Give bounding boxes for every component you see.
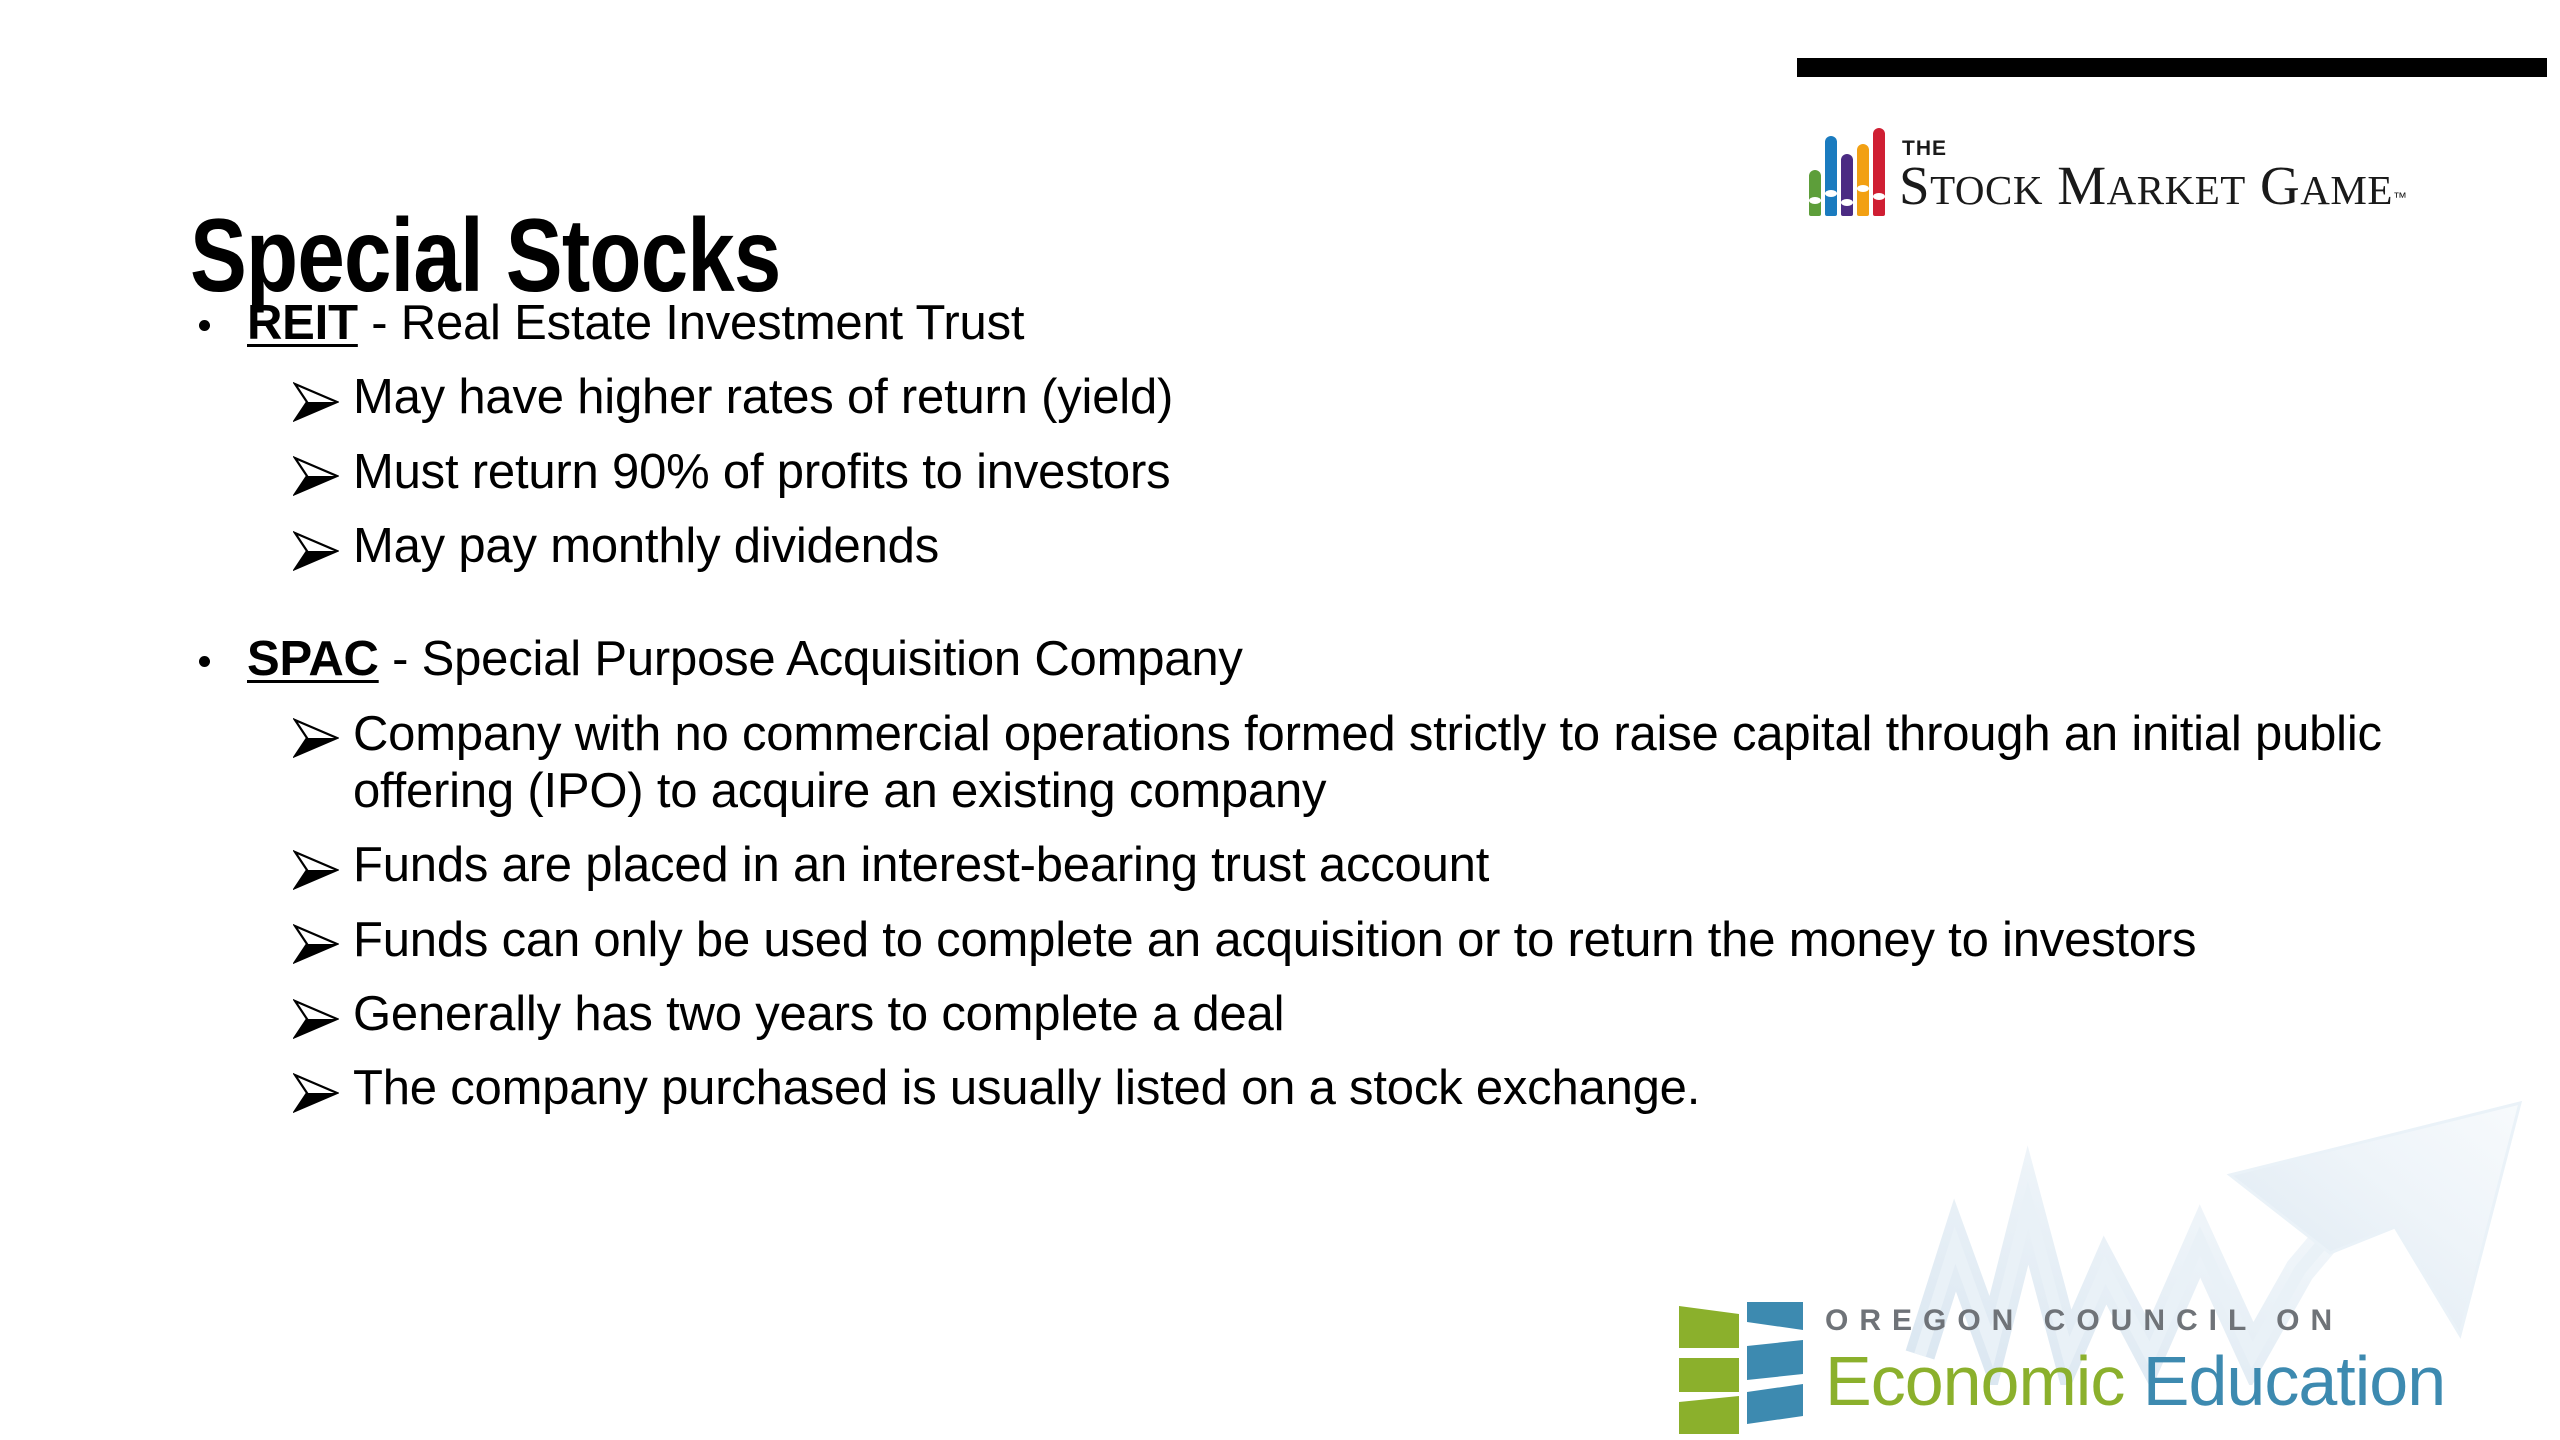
oregon-council-on-economic-education-logo: OREGON COUNCIL ON Economic Education: [1677, 1298, 2557, 1440]
sub-bullet-text: Generally has two years to complete a de…: [353, 986, 1285, 1041]
arrowhead-bullet-icon: [292, 527, 340, 572]
arrowhead-bullet-icon: [292, 378, 340, 423]
ocee-chevron-mark-icon: [1677, 1300, 1805, 1438]
bullet-dot-icon: [199, 655, 210, 667]
sub-bullet-text: Funds are placed in an interest-bearing …: [353, 838, 1490, 893]
bullet-level1-reit: REIT - Real Estate Investment Trust: [185, 295, 2395, 352]
logo-bar-red: [1873, 128, 1885, 216]
definition-spac: - Special Purpose Acquisition Company: [378, 632, 1243, 687]
sub-bullet-text: Company with no commercial operations fo…: [353, 706, 2382, 818]
arrowhead-bullet-icon: [292, 846, 340, 891]
logo-word-stock-rest: TOCK: [1930, 167, 2043, 214]
definition-reit: - Real Estate Investment Trust: [357, 296, 1025, 350]
header-rule: [1797, 58, 2547, 77]
sub-bullet-reit-3: May pay monthly dividends: [185, 518, 2395, 575]
sub-bullet-reit-1: May have higher rates of return (yield): [185, 369, 2395, 426]
sub-bullet-reit-2: Must return 90% of profits to investors: [185, 444, 2395, 501]
logo-bar-purple: [1841, 154, 1853, 216]
sub-bullet-spac-4: Generally has two years to complete a de…: [185, 986, 2395, 1043]
logo-word-market-rest: ARKET: [2106, 167, 2246, 214]
ocee-wordmark: OREGON COUNCIL ON Economic Education: [1825, 1304, 2446, 1416]
slide-body: REIT - Real Estate Investment Trust May …: [185, 295, 2395, 1118]
logo-bar-blue: [1825, 136, 1837, 216]
logo-word-game-rest: AME: [2300, 167, 2393, 214]
trademark-icon: ™: [2392, 189, 2407, 206]
logo-word-market-initial: M: [2057, 155, 2107, 217]
logo-bar-green: [1809, 170, 1821, 216]
arrowhead-bullet-icon: [292, 452, 340, 497]
logo-wordmark: THE STOCK MARKET GAME™: [1899, 138, 2407, 216]
arrowhead-bullet-icon: [292, 920, 340, 965]
arrowhead-bullet-icon: [292, 714, 340, 759]
logo-word-game-initial: G: [2260, 155, 2301, 217]
arrowhead-bullet-icon: [292, 995, 340, 1040]
ocee-word-economic: Economic: [1825, 1342, 2125, 1420]
page-title: Special Stocks: [190, 197, 781, 314]
logo-title-text: STOCK MARKET GAME™: [1899, 158, 2407, 214]
ocee-name: Economic Education: [1825, 1346, 2446, 1416]
section-spacer: [185, 575, 2395, 631]
bar-chart-icon: [1809, 124, 1887, 216]
sub-bullet-spac-1: Company with no commercial operations fo…: [185, 706, 2395, 821]
sub-bullet-text: Funds can only be used to complete an ac…: [353, 912, 2197, 967]
ocee-tagline: OREGON COUNCIL ON: [1825, 1304, 2344, 1337]
logo-bar-orange: [1857, 144, 1869, 216]
sub-bullet-spac-3: Funds can only be used to complete an ac…: [185, 912, 2395, 969]
ocee-word-education: Education: [2142, 1342, 2446, 1420]
logo-the-text: THE: [1902, 137, 1947, 161]
sub-bullet-text: Must return 90% of profits to investors: [353, 444, 1171, 499]
sub-bullet-text: The company purchased is usually listed …: [353, 1061, 1701, 1116]
logo-word-stock-initial: S: [1899, 155, 1931, 217]
sub-bullet-spac-2: Funds are placed in an interest-bearing …: [185, 837, 2395, 894]
sub-bullet-text: May have higher rates of return (yield): [353, 370, 1174, 425]
bullet-level1-spac: SPAC - Special Purpose Acquisition Compa…: [185, 631, 2395, 688]
sub-bullet-text: May pay monthly dividends: [353, 518, 940, 573]
sub-bullet-spac-5: The company purchased is usually listed …: [185, 1060, 2395, 1117]
term-spac: SPAC: [247, 632, 379, 687]
brand-block: THE STOCK MARKET GAME™: [1797, 58, 2549, 238]
bullet-dot-icon: [199, 319, 210, 331]
stock-market-game-logo: THE STOCK MARKET GAME™: [1809, 106, 2407, 216]
term-reit: REIT: [247, 296, 358, 350]
arrowhead-bullet-icon: [292, 1069, 340, 1114]
